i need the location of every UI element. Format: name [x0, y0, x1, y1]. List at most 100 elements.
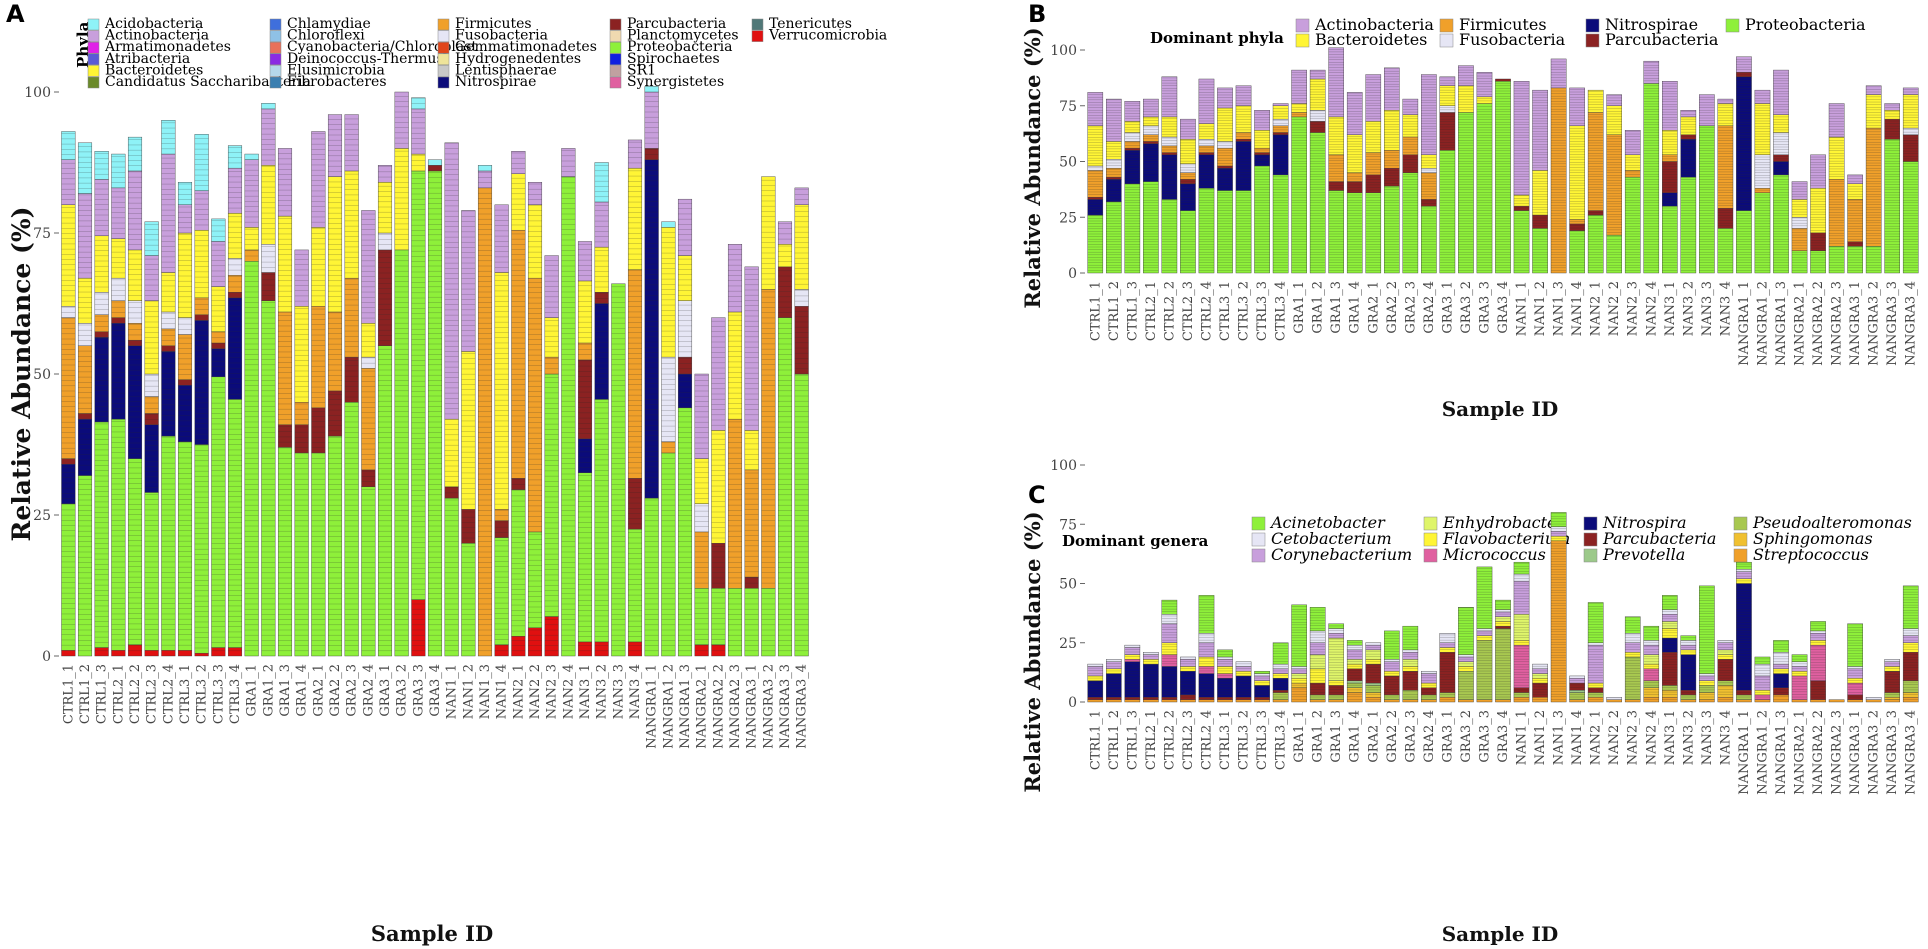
bar-segment-acidobacteria: [261, 103, 276, 110]
legend-swatch: [1295, 18, 1310, 33]
legend-label: Spirochaetes: [627, 51, 720, 67]
bar-segment-bacteroidetes: [411, 153, 426, 172]
legend-item-bacteroidetes: Bacteroidetes: [1295, 30, 1427, 49]
bar-segment-bacteroidetes: [511, 173, 526, 231]
bar-segment-firmicutes: [1198, 145, 1215, 153]
legend-swatch: [87, 41, 100, 54]
legend-item-parcubacteria: Parcubacteria: [1585, 30, 1719, 49]
bar-segment-nitrospirae: [1180, 183, 1196, 211]
bar-segment-proteobacteria: [611, 283, 626, 657]
x-tick-label: NANGRA3_4: [795, 664, 810, 749]
bar-segment-fusobacteria: [177, 317, 193, 335]
bar-segment-actinobacteria: [1198, 78, 1215, 124]
legend-item-verrucomicrobia: Verrucomicrobia: [751, 28, 887, 44]
legend-swatch: [269, 65, 282, 77]
bar-segment-firmicutes: [144, 396, 159, 414]
bar-segment-actinobacteria: [94, 179, 109, 237]
y-tick-label: 75: [33, 226, 51, 242]
bar-segment-firmicutes: [94, 314, 109, 332]
bar-segment-actinobacteria: [311, 131, 326, 228]
bar-segment-acidobacteria: [644, 86, 659, 93]
bar-segment-bacteroidetes: [1161, 116, 1178, 138]
bar-segment-parcubacteria: [1198, 152, 1215, 156]
bar-segment-verrucomicrobia: [511, 636, 526, 657]
bar-segment-parcubacteria: [194, 314, 209, 321]
bar-segment-fusobacteria: [1180, 163, 1196, 173]
y-tick-label: 50: [33, 367, 51, 383]
panel-b-bars: [1087, 47, 1919, 274]
legend-item-firmicutes: Firmicutes: [437, 16, 532, 32]
legend-swatch: [1295, 33, 1310, 48]
bar-segment-nitrospirae: [227, 297, 243, 400]
x-tick-label: GRA3_4: [428, 664, 443, 717]
x-tick-label: NAN2_2: [528, 664, 543, 719]
bar-segment-parcubacteria: [677, 356, 693, 375]
bar-segment-fusobacteria: [361, 356, 376, 369]
bar-segment-fusobacteria: [677, 300, 693, 358]
bar-segment-acidobacteria: [594, 162, 609, 203]
legend-swatch: [1585, 33, 1600, 48]
bar-segment-acidobacteria: [61, 131, 76, 160]
bar-segment-acidobacteria: [177, 182, 193, 206]
bar-segment-fusobacteria: [661, 356, 676, 442]
bar-segment-parcubacteria: [644, 148, 659, 160]
bar-segment-bacteroidetes: [127, 249, 143, 301]
bar-segment-bacteroidetes: [694, 458, 709, 504]
legend-label: Firmicutes: [1459, 15, 1547, 34]
x-tick-label: NAN1_1: [445, 664, 460, 719]
panel-a-x-axis-label: Sample ID: [371, 921, 493, 946]
panel-b-y-axis-label: Relative Abundance (%): [1020, 27, 1045, 308]
legend-item-planctomycetes: Planctomycetes: [609, 28, 739, 44]
x-tick-label: NANGRA3_1: [745, 664, 760, 749]
x-tick-label: CTRL3_4: [228, 664, 243, 724]
legend-item-firmicutes: Firmicutes: [1439, 15, 1547, 34]
bar-segment-acidobacteria: [111, 153, 126, 189]
x-tick-label: NAN3_4: [628, 664, 643, 719]
legend-swatch: [1585, 18, 1600, 33]
bar-segment-actinobacteria: [144, 255, 159, 301]
bar-segment-proteobacteria: [627, 528, 643, 643]
bar-segment-parcubacteria: [127, 339, 143, 347]
bar-segment-bacteroidetes: [244, 227, 259, 251]
bar-segment-proteobacteria: [694, 588, 709, 645]
bar-segment-actinobacteria: [61, 159, 76, 205]
legend-swatch: [751, 18, 764, 31]
bar-segment-proteobacteria: [377, 345, 393, 657]
bar-segment-acidobacteria: [661, 221, 676, 228]
legend-item-elusimicrobia: Elusimicrobia: [269, 62, 385, 78]
bar-segment-nitrospirae: [144, 424, 159, 493]
bar-segment-nitrospirae: [594, 303, 609, 400]
bar-segment-bacteroidetes: [277, 215, 293, 313]
bar-segment-proteobacteria: [361, 486, 376, 657]
bar-segment-parcubacteria: [311, 407, 326, 454]
bar-segment-parcubacteria: [94, 331, 109, 338]
bar-segment-proteobacteria: [77, 475, 93, 657]
legend-item-bacteroidetes: Bacteroidetes: [87, 62, 203, 78]
bar-segment-verrucomicrobia: [594, 641, 609, 657]
bar-segment-parcubacteria: [777, 266, 793, 318]
x-tick-label: NAN2_3: [545, 664, 560, 719]
legend-swatch: [269, 76, 282, 89]
bar-segment-firmicutes: [544, 356, 559, 375]
legend-label: Actinobacteria: [1314, 15, 1434, 34]
bar-segment-parcubacteria: [377, 249, 393, 346]
bar-segment-actinobacteria: [227, 167, 243, 214]
bar-segment-bacteroidetes: [677, 255, 693, 301]
bar-segment-nitrospirae: [127, 345, 143, 459]
legend-swatch: [437, 65, 450, 77]
bar-segment-parcubacteria: [327, 390, 343, 437]
bar-segment-actinobacteria: [377, 165, 393, 183]
bar-segment-verrucomicrobia: [61, 650, 76, 657]
bar-segment-actinobacteria: [211, 241, 226, 287]
bar-segment-verrucomicrobia: [194, 652, 209, 657]
bar-segment-nitrospirae: [177, 385, 193, 442]
x-tick-label: NANGRA2_2: [711, 664, 726, 749]
bar-segment-bacteroidetes: [794, 204, 809, 290]
bar-segment-proteobacteria: [261, 300, 276, 657]
panel-b-letter: B: [1028, 0, 1046, 28]
bar-segment-bacteroidetes: [161, 272, 176, 313]
legend-swatch: [269, 18, 282, 31]
bar-segment-bacteroidetes: [194, 229, 209, 299]
legend-label: Hydrogenedentes: [455, 51, 581, 67]
bar-segment-actinobacteria: [344, 114, 359, 172]
